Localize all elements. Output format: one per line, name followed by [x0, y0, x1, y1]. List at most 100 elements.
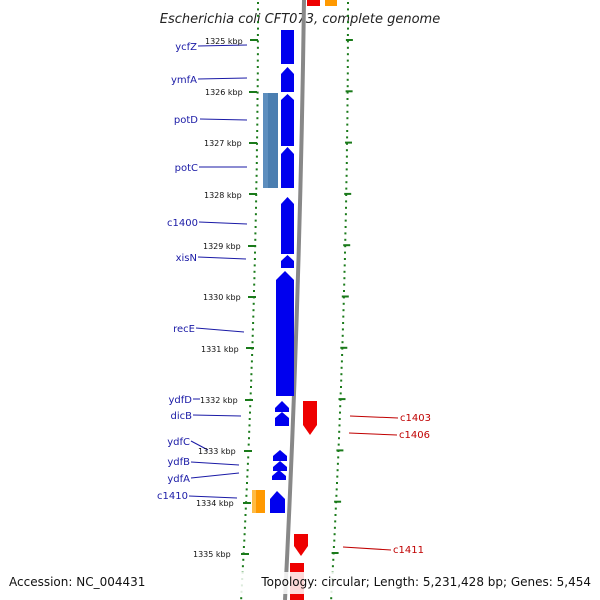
tick-dot	[255, 149, 258, 152]
tick-label: 1329 kbp	[203, 242, 241, 251]
major-tick-marks	[241, 39, 258, 555]
tick-dot	[256, 91, 259, 94]
tick-dot	[245, 488, 248, 491]
map-title: Escherichia coli CFT073, complete genome	[160, 12, 440, 27]
cds-potD[interactable]	[281, 94, 294, 146]
tick-dot	[346, 72, 349, 75]
gene-label-ycfZ[interactable]: ycfZ	[175, 42, 197, 53]
gene-label-ydfC[interactable]: ydfC	[167, 437, 190, 448]
tick-dot	[256, 46, 259, 49]
tick-dot	[343, 258, 346, 260]
tick-dot	[346, 46, 349, 49]
tick-dot	[339, 411, 341, 414]
tick-label: 1333 kbp	[198, 447, 236, 456]
tick-dot	[331, 565, 334, 568]
steelblue-feature-shade	[263, 93, 268, 188]
cds-c1411[interactable]	[294, 534, 308, 556]
cds-ydfD[interactable]	[275, 401, 289, 412]
tick-dot	[250, 379, 253, 382]
tick-dot	[252, 315, 255, 318]
tick-dot	[338, 430, 341, 433]
tick-dot	[339, 392, 342, 395]
tick-dot	[337, 456, 340, 459]
tick-dot	[346, 53, 349, 56]
tick-dot	[250, 366, 253, 369]
tick-dot	[257, 27, 259, 30]
tick-dot	[257, 2, 259, 4]
gene-label-c1410[interactable]: c1410	[157, 491, 188, 502]
tick-dot	[256, 59, 259, 62]
tick-label: 1326 kbp	[205, 88, 243, 97]
tick-dot	[256, 40, 259, 43]
tick-dot	[338, 418, 341, 420]
cds-ydfA[interactable]	[272, 470, 286, 480]
cds-ydfB[interactable]	[273, 461, 287, 471]
tick-dot	[248, 424, 251, 427]
gene-label-ydfB[interactable]: ydfB	[167, 457, 190, 468]
tick-dot	[334, 507, 337, 510]
tick-dot	[346, 130, 349, 132]
cds-c1403[interactable]	[303, 401, 317, 435]
cds-ydfC[interactable]	[273, 450, 287, 461]
tick-dot	[253, 290, 255, 292]
tick-dot	[343, 270, 346, 273]
tick-labels: 1325 kbp 1326 kbp 1327 kbp 1328 kbp 1329…	[193, 37, 243, 559]
tick-dot	[255, 181, 258, 184]
tick-dot	[256, 72, 259, 75]
backbone-line	[283, 0, 306, 600]
orange-feature-top[interactable]	[325, 0, 337, 6]
tick-dot	[345, 194, 348, 196]
tick-dot	[251, 328, 254, 331]
gene-label-recE[interactable]: recE	[173, 324, 195, 335]
cds-ymfA[interactable]	[281, 67, 294, 92]
cds-dicB[interactable]	[275, 412, 289, 426]
tick-dot	[341, 354, 344, 356]
gene-label-c1411[interactable]: c1411	[393, 545, 424, 556]
tick-dot	[346, 59, 349, 62]
cds-c1400[interactable]	[281, 197, 294, 254]
gene-label-potD[interactable]: potD	[174, 115, 198, 126]
gene-label-xisN[interactable]: xisN	[176, 253, 197, 264]
gene-label-potC[interactable]: potC	[175, 163, 198, 174]
gene-label-ymfA[interactable]: ymfA	[171, 75, 197, 86]
tick-dot	[347, 2, 349, 4]
tick-dot	[347, 8, 349, 11]
tick-dot	[257, 8, 259, 11]
gene-label-c1403[interactable]: c1403	[400, 413, 431, 424]
tick-dot	[254, 232, 257, 235]
tick-dot	[339, 405, 342, 408]
tick-dot	[346, 104, 349, 107]
cds-c1410[interactable]	[270, 491, 285, 513]
tick-dot	[344, 213, 347, 216]
tick-dot	[333, 526, 336, 529]
tick-dot	[344, 226, 347, 228]
tick-dot	[347, 14, 349, 17]
cds-top-red[interactable]	[307, 0, 320, 6]
tick-dot	[334, 520, 337, 523]
tick-dot	[338, 437, 340, 440]
gene-label-ydfD[interactable]: ydfD	[169, 395, 193, 406]
cds-xisN[interactable]	[281, 255, 294, 268]
cds-recE[interactable]	[276, 271, 294, 396]
tick-dot	[248, 418, 251, 420]
cds-ycfZ[interactable]	[281, 30, 294, 64]
tick-dot	[249, 392, 252, 395]
gene-label-dicB[interactable]: dicB	[171, 411, 193, 422]
cds-potC[interactable]	[281, 147, 294, 188]
gene-label-ydfA[interactable]: ydfA	[167, 474, 190, 485]
tick-dot	[343, 283, 346, 286]
tick-dot	[343, 277, 346, 280]
tick-dot	[256, 34, 259, 36]
gene-label-c1400[interactable]: c1400	[167, 218, 198, 229]
gene-label-c1406[interactable]: c1406	[399, 430, 430, 441]
tick-dot	[346, 40, 349, 43]
tick-dot	[242, 546, 245, 548]
tick-dot	[255, 174, 258, 177]
tick-dot	[344, 219, 347, 222]
tick-label: 1327 kbp	[204, 139, 242, 148]
tick-dot	[243, 533, 246, 536]
tick-dot	[244, 514, 247, 516]
tick-dot	[246, 482, 248, 484]
tick-dot	[255, 206, 257, 209]
tick-dot	[345, 162, 348, 164]
